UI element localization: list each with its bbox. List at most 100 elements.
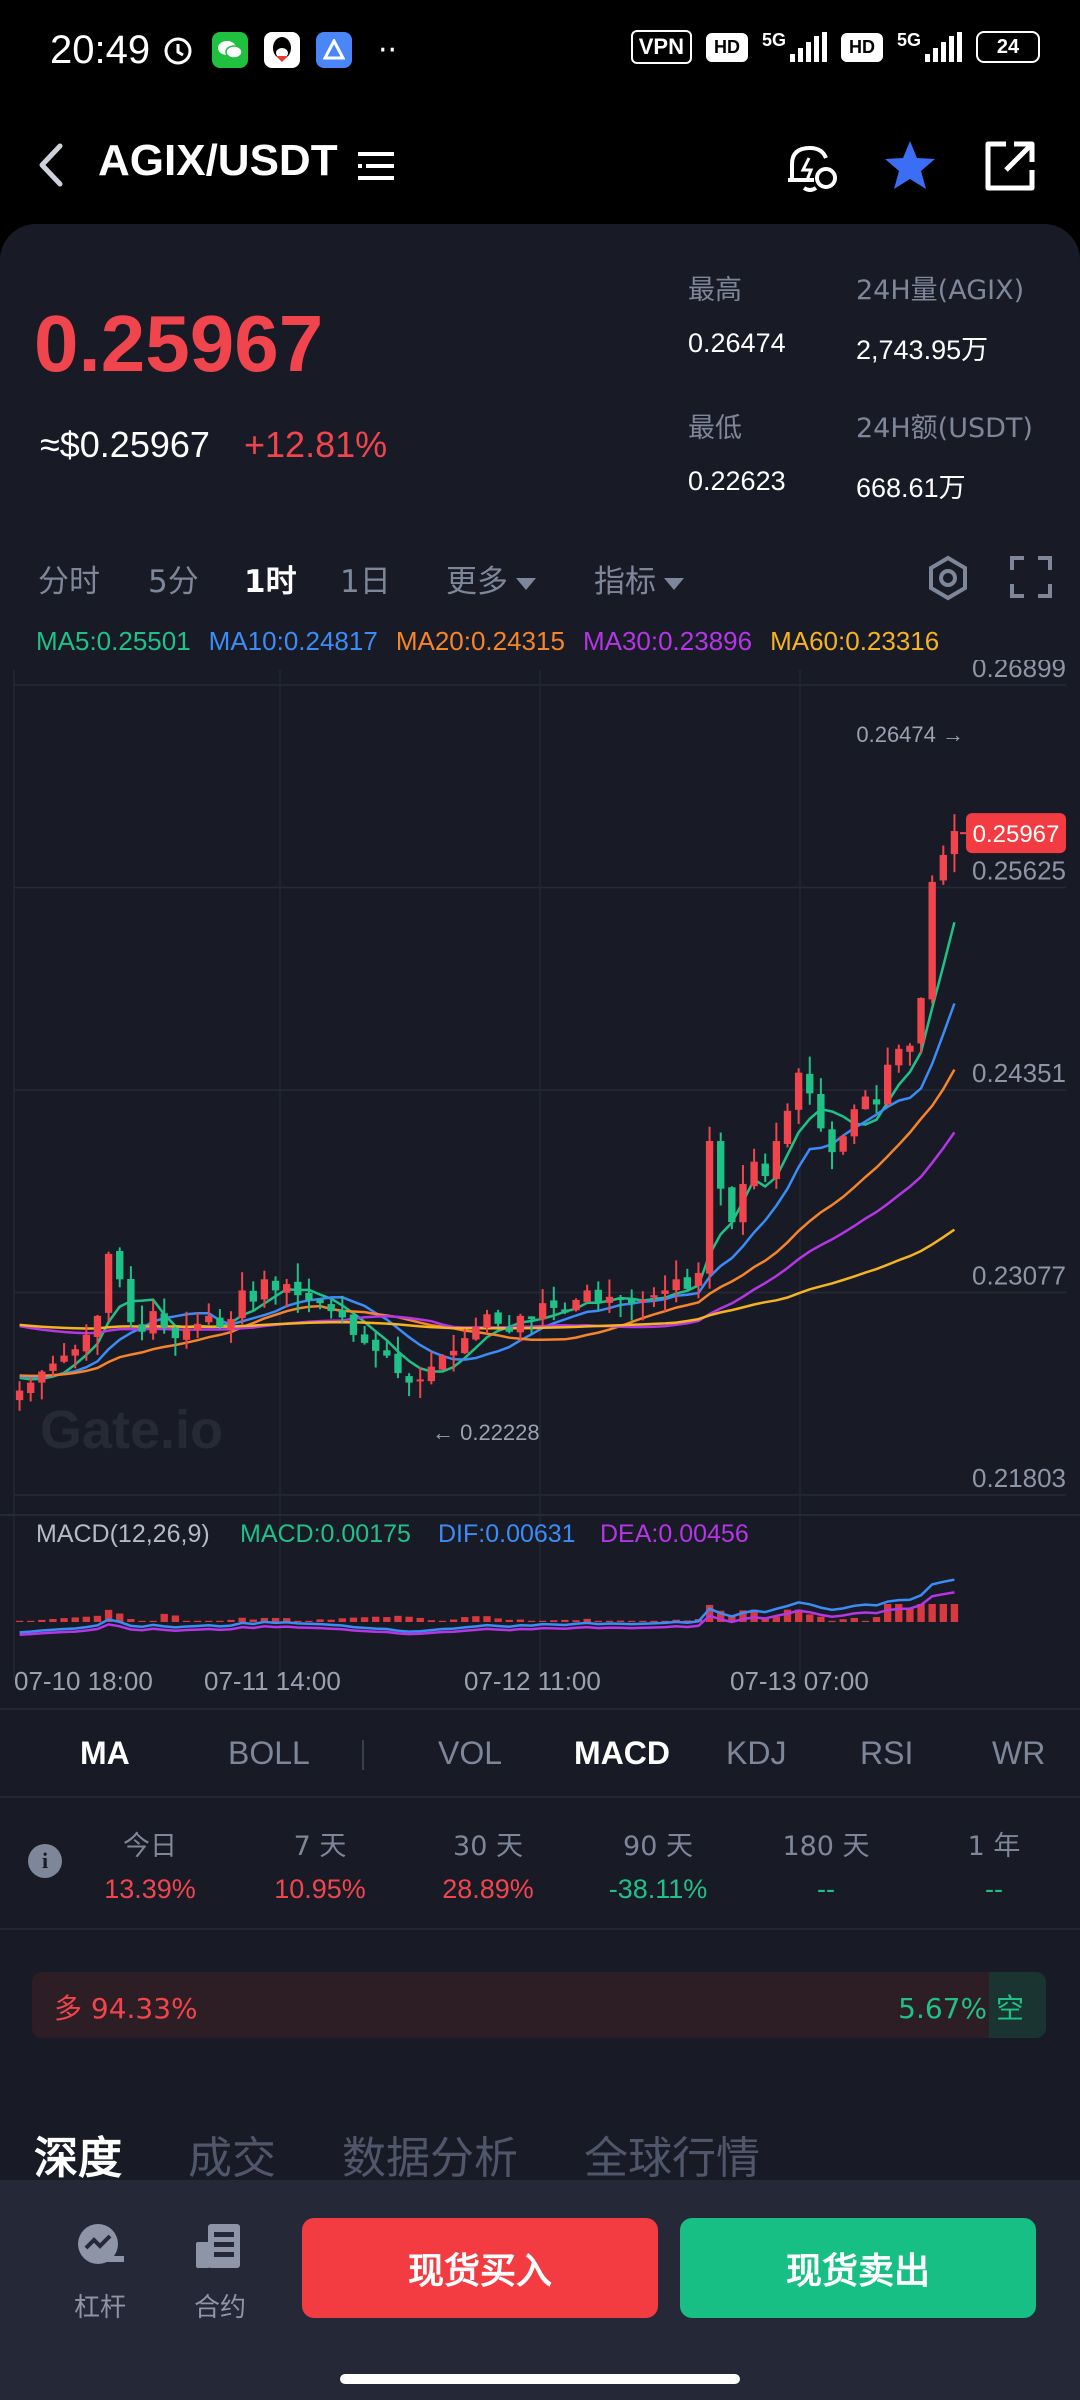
macd-legend-item: MACD(12,26,9) bbox=[36, 1520, 210, 1548]
macd-legend-item: MACD:0.00175 bbox=[240, 1520, 411, 1548]
macd-histogram-bar bbox=[438, 1620, 447, 1622]
info-icon[interactable]: i bbox=[28, 1844, 62, 1878]
y-axis-tick: 0.26899 bbox=[972, 660, 1066, 683]
candle-body bbox=[372, 1339, 380, 1351]
indicator-tab-rsi[interactable]: RSI bbox=[860, 1735, 914, 1771]
tab-indicators[interactable]: 指标 bbox=[594, 556, 684, 601]
tab-5m[interactable]: 5分 bbox=[148, 564, 199, 600]
candle-body bbox=[15, 1390, 24, 1401]
spot-sell-button[interactable]: 现货卖出 bbox=[680, 2218, 1036, 2318]
macd-histogram-bar bbox=[728, 1615, 736, 1622]
candle-body bbox=[216, 1317, 224, 1327]
macd-histogram-bar bbox=[950, 1604, 959, 1622]
macd-histogram-bar bbox=[427, 1620, 436, 1622]
network-label: 5G bbox=[761, 30, 786, 50]
macd-histogram-bar bbox=[639, 1620, 647, 1622]
macd-histogram-bar bbox=[828, 1620, 836, 1622]
candle-body bbox=[772, 1141, 781, 1180]
candle-body bbox=[104, 1253, 113, 1313]
macd-histogram-bar bbox=[193, 1620, 202, 1622]
macd-histogram-bar bbox=[138, 1620, 146, 1622]
candle-body bbox=[438, 1355, 447, 1370]
usd-price: ≈$0.25967 bbox=[40, 424, 210, 465]
back-icon[interactable] bbox=[32, 140, 72, 190]
tab-1h[interactable]: 1时 bbox=[244, 564, 297, 600]
share-icon[interactable] bbox=[980, 136, 1040, 196]
macd-histogram-bar bbox=[49, 1619, 57, 1622]
candle-body bbox=[806, 1073, 814, 1094]
performance-period-label: 今日 bbox=[123, 1831, 177, 1862]
hd-badge: HD bbox=[705, 32, 748, 62]
chart-settings-icon[interactable] bbox=[924, 554, 972, 602]
macd-histogram-bar bbox=[93, 1615, 102, 1622]
macd-histogram-bar bbox=[572, 1620, 580, 1622]
section-tab-analysis[interactable]: 数据分析 bbox=[342, 2133, 518, 2184]
tab-timeline[interactable]: 分时 bbox=[38, 564, 100, 600]
indicator-tab-wr[interactable]: WR bbox=[992, 1735, 1046, 1771]
indicator-tab-macd[interactable]: MACD bbox=[574, 1735, 670, 1771]
spot-buy-button[interactable]: 现货买入 bbox=[302, 2218, 658, 2318]
candle-body bbox=[705, 1141, 714, 1274]
candle-body bbox=[605, 1296, 614, 1303]
macd-histogram-bar bbox=[550, 1620, 558, 1622]
macd-panel: MACD(12,26,9) MACD:0.00175 DIF:0.00631 DEA:… bbox=[15, 1520, 959, 1636]
section-tab-depth[interactable]: 深度 bbox=[34, 2133, 122, 2184]
candlestick-chart[interactable]: Gate.io 0.26899 0.25625 0.24351 0.23077 0.21… bbox=[0, 660, 1080, 1710]
candle-body bbox=[227, 1319, 235, 1330]
contract-button[interactable]: 合约 bbox=[180, 2220, 260, 2324]
macd-histogram-bar bbox=[349, 1617, 358, 1622]
indicator-tab-boll[interactable]: BOLL bbox=[228, 1735, 310, 1771]
macd-histogram-bar bbox=[861, 1620, 870, 1622]
x-axis-tick: 07-10 18:00 bbox=[14, 1666, 153, 1696]
candle-body bbox=[917, 997, 925, 1044]
macd-histogram-bar bbox=[928, 1604, 936, 1622]
macd-histogram-bar bbox=[750, 1609, 758, 1622]
star-icon[interactable] bbox=[880, 136, 940, 196]
more-dots-icon: ·· bbox=[378, 32, 398, 68]
battery-icon: 24 bbox=[976, 31, 1040, 63]
candle-body bbox=[82, 1334, 91, 1352]
tab-more[interactable]: 更多 bbox=[446, 556, 536, 601]
fullscreen-icon[interactable] bbox=[1008, 554, 1054, 600]
pair-title[interactable]: AGIX/USDT bbox=[98, 136, 338, 185]
notification-icons: ·· bbox=[160, 32, 397, 68]
list-icon[interactable] bbox=[358, 150, 398, 182]
section-tab-global[interactable]: 全球行情 bbox=[584, 2133, 760, 2184]
macd-histogram-bar bbox=[182, 1620, 191, 1622]
ma10-value: MA10:0.24817 bbox=[208, 626, 378, 656]
candle-body bbox=[49, 1363, 57, 1371]
macd-histogram-bar bbox=[717, 1610, 725, 1622]
candle-body bbox=[60, 1355, 68, 1362]
ma5-value: MA5:0.25501 bbox=[36, 626, 191, 656]
wechat-icon bbox=[212, 32, 248, 68]
macd-histogram-bar bbox=[405, 1616, 413, 1622]
ma-line bbox=[19, 1003, 956, 1379]
candle-body bbox=[27, 1382, 35, 1394]
candle-body bbox=[160, 1313, 168, 1327]
y-axis-tick: 0.25625 bbox=[972, 856, 1066, 886]
section-tab-trades[interactable]: 成交 bbox=[188, 2133, 276, 2184]
candle-body bbox=[394, 1353, 402, 1374]
long-ratio-label: 多 94.33% bbox=[54, 1992, 198, 2025]
candle-body bbox=[895, 1048, 903, 1066]
high-price-marker: 0.26474 → bbox=[856, 722, 964, 747]
leverage-button[interactable]: 杠杆 bbox=[60, 2220, 140, 2324]
signal-icon-2 bbox=[925, 32, 962, 62]
macd-histogram-bar bbox=[817, 1616, 825, 1622]
dif-line bbox=[19, 1578, 955, 1634]
indicator-tab-vol[interactable]: VOL bbox=[438, 1735, 503, 1771]
indicator-tab-ma[interactable]: MA bbox=[80, 1735, 130, 1771]
macd-histogram-bar bbox=[149, 1620, 157, 1622]
tab-1d[interactable]: 1日 bbox=[340, 564, 391, 600]
macd-histogram-bar bbox=[260, 1617, 269, 1622]
macd-histogram-bar bbox=[461, 1617, 469, 1622]
candle-body bbox=[850, 1109, 858, 1137]
performance-period-label: 30 天 bbox=[453, 1831, 523, 1862]
ma30-value: MA30:0.23896 bbox=[582, 626, 753, 656]
alert-bell-icon[interactable] bbox=[780, 136, 840, 196]
indicator-tab-kdj[interactable]: KDJ bbox=[726, 1735, 787, 1771]
macd-histogram-bar bbox=[594, 1620, 602, 1622]
candle-body bbox=[238, 1290, 246, 1319]
macd-histogram-bar bbox=[906, 1608, 914, 1622]
tab-indicators-label: 指标 bbox=[594, 564, 656, 600]
